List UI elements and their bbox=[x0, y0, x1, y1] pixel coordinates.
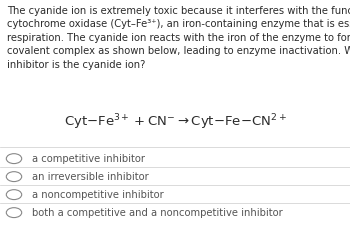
Text: $\mathsf{Cyt{-}Fe^{3+} + CN^{-} \rightarrow Cyt{-}Fe{-}CN^{2+}}$: $\mathsf{Cyt{-}Fe^{3+} + CN^{-} \rightar… bbox=[64, 113, 286, 133]
Text: The cyanide ion is extremely toxic because it interferes with the functioning of: The cyanide ion is extremely toxic becau… bbox=[7, 6, 350, 70]
Text: both a competitive and a noncompetitive inhibitor: both a competitive and a noncompetitive … bbox=[32, 208, 282, 218]
Text: a competitive inhibitor: a competitive inhibitor bbox=[32, 154, 145, 164]
Text: a noncompetitive inhibitor: a noncompetitive inhibitor bbox=[32, 190, 163, 200]
Text: an irreversible inhibitor: an irreversible inhibitor bbox=[32, 172, 148, 182]
